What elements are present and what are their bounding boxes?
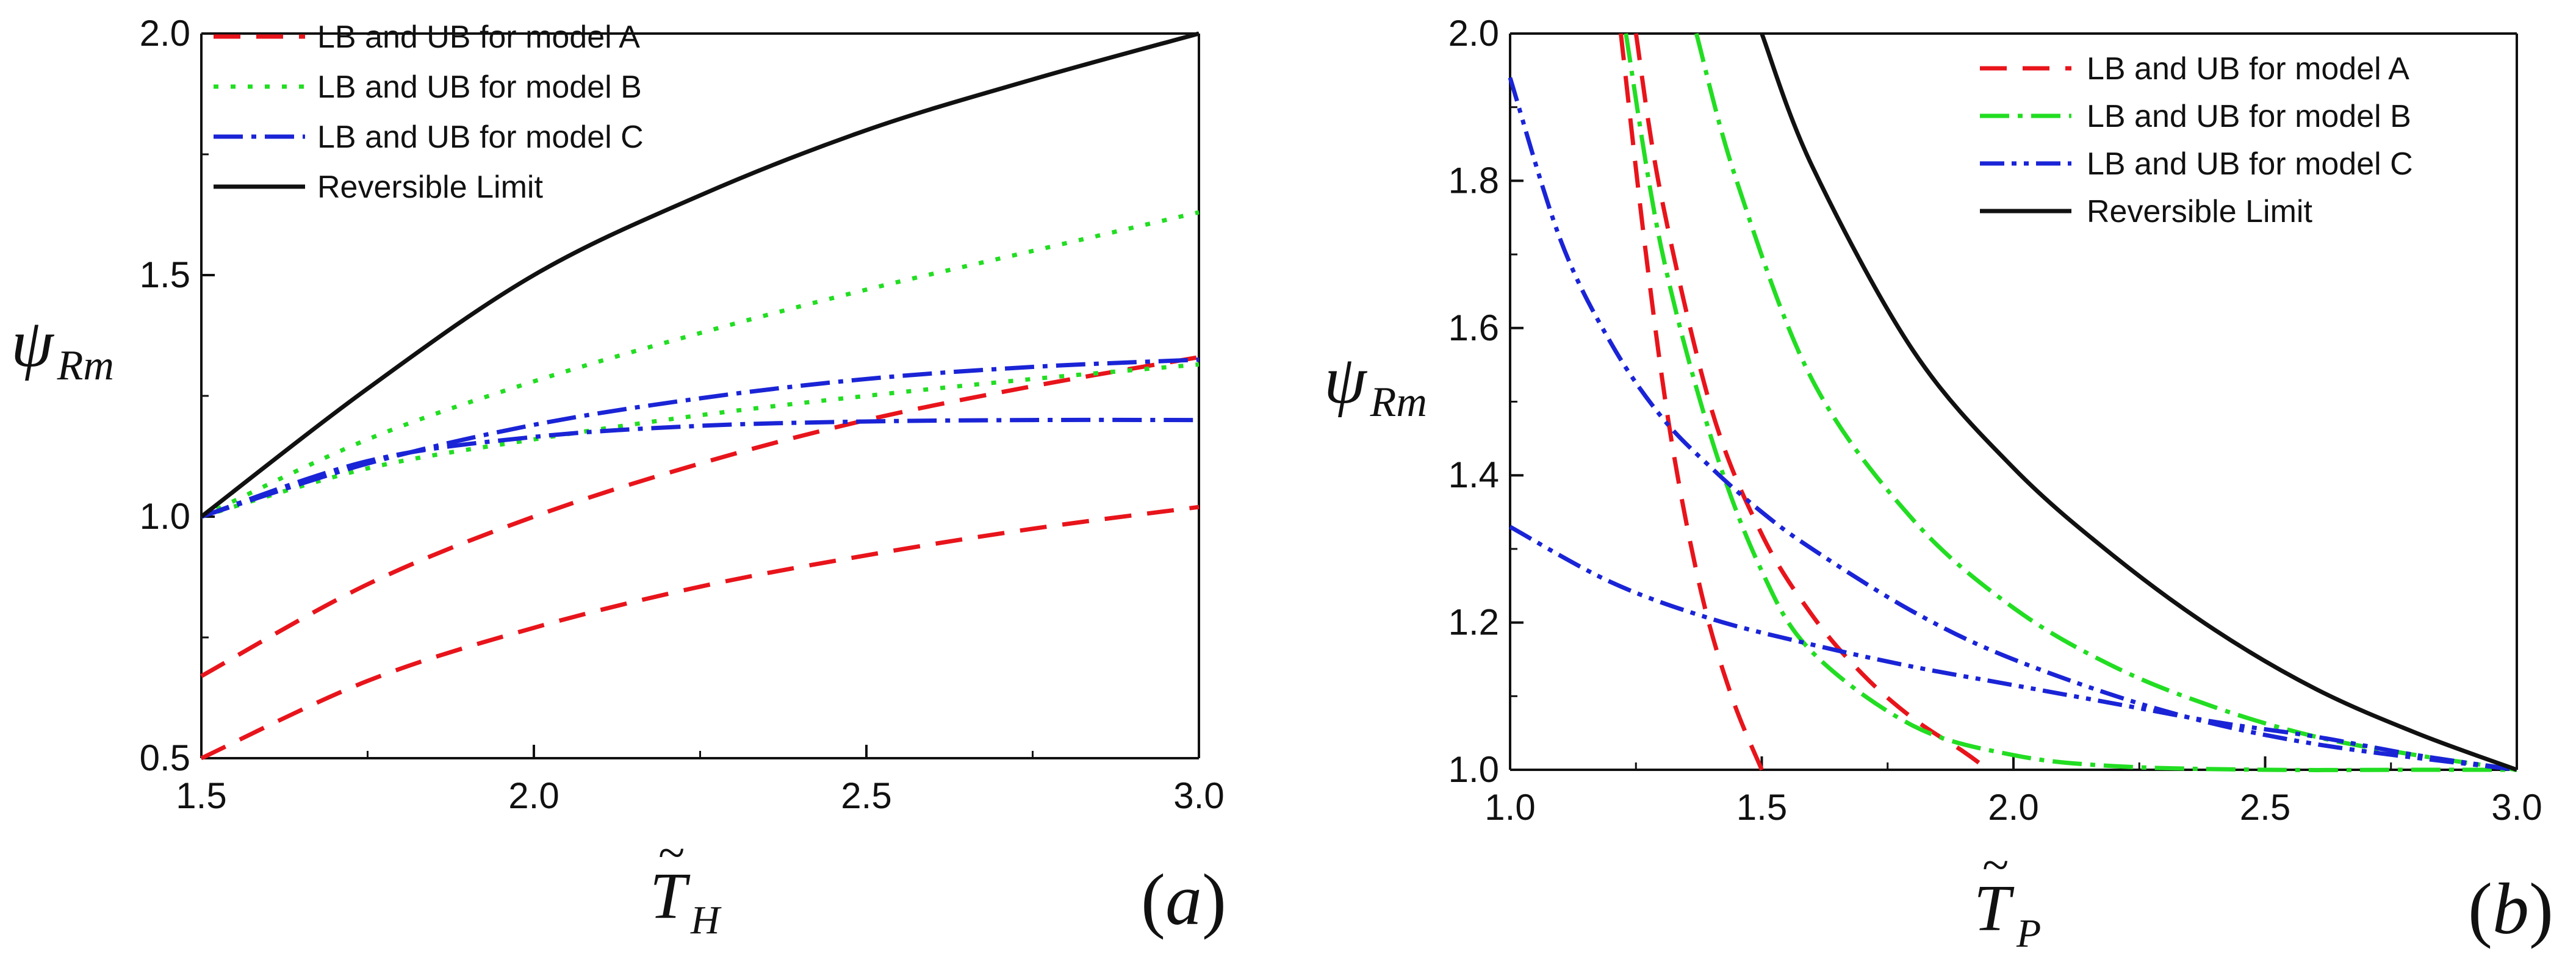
y-tick-label-b-3: 1.6 bbox=[1448, 307, 1499, 348]
y-tick-label-b-4: 1.8 bbox=[1448, 160, 1499, 201]
y-tick-label-a-2: 1.5 bbox=[140, 254, 190, 295]
legend-label-b-0: LB and UB for model A bbox=[2087, 51, 2409, 87]
ticks-a: 1.5 2.0 2.5 3.0 0.5 1.0 1.5 2.0 bbox=[140, 13, 1225, 816]
series-line-b-model-a-lb bbox=[1619, 33, 1764, 771]
x-tick-label-a-2: 2.5 bbox=[841, 775, 891, 816]
x-axis-label-main-a: T bbox=[650, 860, 691, 933]
panel-label-a: (a) bbox=[1141, 859, 1226, 940]
x-axis-label-sub-b: P bbox=[2016, 911, 2041, 954]
series-line-a-model-c-lb bbox=[200, 417, 1200, 519]
y-tick-label-b-2: 1.4 bbox=[1448, 454, 1499, 495]
panel-label-open-a: ( bbox=[1141, 859, 1165, 940]
x-tick-label-a-1: 2.0 bbox=[508, 775, 559, 816]
legend-label-a-2: LB and UB for model C bbox=[317, 120, 644, 155]
panel-label-close-b: ) bbox=[2529, 868, 2553, 949]
series-b bbox=[1508, 32, 2518, 772]
x-tick-label-a-0: 1.5 bbox=[176, 775, 226, 816]
series-line-b-model-b-ub bbox=[1694, 33, 2517, 772]
x-tick-label-b-4: 3.0 bbox=[2491, 787, 2542, 828]
y-axis-label-main-b: ψ bbox=[1324, 342, 1368, 418]
series-line-a-reversible-limit bbox=[200, 31, 1200, 518]
x-tick-label-b-0: 1.0 bbox=[1484, 787, 1535, 828]
panel-label-b: (b) bbox=[2468, 868, 2553, 949]
y-axis-label-sub-b: Rm bbox=[1370, 379, 1427, 426]
legend-a: LB and UB for model A LB and UB for model… bbox=[214, 20, 644, 205]
series-line-b-model-c-lb bbox=[1509, 525, 2517, 772]
y-axis-label-b: ψRm bbox=[1324, 342, 1427, 426]
chart-panel-b: 1.0 1.5 2.0 2.5 3.0 1.0 1.2 1.4 1.6 1.8 2.0 LB and… bbox=[1324, 13, 2553, 954]
legend-label-a-3: Reversible Limit bbox=[317, 170, 543, 205]
y-axis-label-main-a: ψ bbox=[11, 306, 55, 381]
panel-label-close-a: ) bbox=[1202, 859, 1226, 940]
y-axis-label-sub-a: Rm bbox=[57, 342, 114, 389]
x-tick-label-b-3: 2.5 bbox=[2240, 787, 2290, 828]
series-line-a-model-a-ub bbox=[200, 355, 1200, 678]
y-tick-label-b-1: 1.2 bbox=[1448, 602, 1499, 643]
x-axis-label-tilde-a: ~ bbox=[658, 827, 684, 880]
y-tick-label-b-5: 2.0 bbox=[1448, 13, 1499, 54]
legend-label-b-2: LB and UB for model C bbox=[2087, 146, 2413, 182]
y-tick-label-a-3: 2.0 bbox=[140, 13, 190, 54]
y-tick-label-b-0: 1.0 bbox=[1448, 749, 1499, 790]
x-axis-label-sub-a: H bbox=[690, 898, 722, 942]
legend-label-a-0: LB and UB for model A bbox=[317, 20, 640, 55]
x-axis-label-a: T ~ H bbox=[650, 827, 722, 942]
series-a bbox=[200, 31, 1200, 761]
y-tick-label-a-0: 0.5 bbox=[140, 737, 190, 778]
x-tick-label-a-3: 3.0 bbox=[1173, 775, 1224, 816]
series-line-a-model-c-ub bbox=[200, 357, 1200, 519]
series-line-b-model-a-ub bbox=[1633, 33, 1990, 772]
x-axis-label-tilde-b: ~ bbox=[1982, 839, 2008, 892]
ticks-b: 1.0 1.5 2.0 2.5 3.0 1.0 1.2 1.4 1.6 1.8 2.0 bbox=[1448, 13, 2542, 828]
y-tick-label-a-1: 1.0 bbox=[140, 496, 190, 537]
series-line-b-model-c-ub bbox=[1508, 77, 2517, 772]
x-tick-label-b-2: 2.0 bbox=[1988, 787, 2038, 828]
x-axis-label-b: T ~ P bbox=[1974, 839, 2041, 954]
series-line-a-model-b-lb bbox=[201, 362, 1200, 519]
panel-label-letter-b: b bbox=[2492, 868, 2529, 949]
legend-b: LB and UB for model A LB and UB for model… bbox=[1980, 51, 2413, 229]
series-line-a-model-a-lb bbox=[200, 504, 1200, 761]
x-axis-label-main-b: T bbox=[1974, 872, 2015, 945]
chart-panel-a: 1.5 2.0 2.5 3.0 0.5 1.0 1.5 2.0 LB and UB for m… bbox=[11, 13, 1226, 942]
series-line-b-reversible-limit bbox=[1760, 32, 2518, 772]
panel-label-open-b: ( bbox=[2468, 868, 2492, 949]
series-line-b-model-b-lb bbox=[1624, 33, 2517, 772]
legend-label-a-1: LB and UB for model B bbox=[317, 70, 642, 105]
legend-label-b-3: Reversible Limit bbox=[2087, 194, 2312, 229]
x-tick-label-b-1: 1.5 bbox=[1736, 787, 1787, 828]
legend-label-b-1: LB and UB for model B bbox=[2087, 99, 2411, 134]
panel-label-letter-a: a bbox=[1165, 859, 1202, 940]
y-axis-label-a: ψRm bbox=[11, 306, 114, 389]
series-line-a-model-b-ub bbox=[200, 210, 1200, 519]
